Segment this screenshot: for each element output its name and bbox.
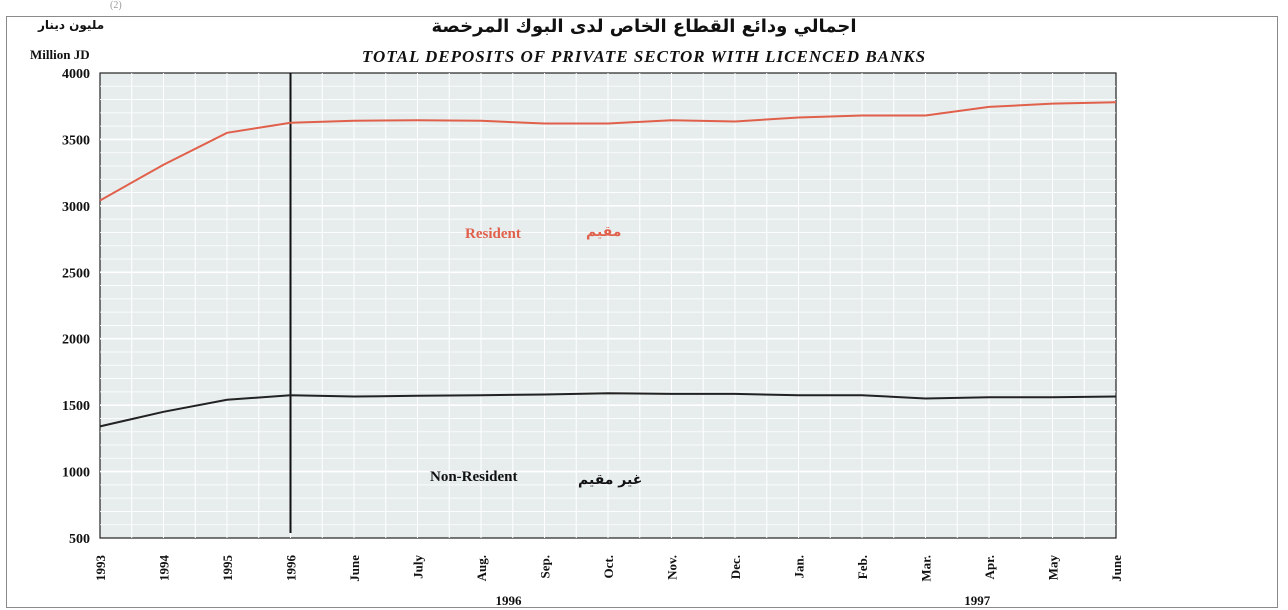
y-axis-unit: Million JD: [30, 47, 90, 62]
y-tick-label: 1000: [62, 466, 90, 481]
series-line-non-resident: [99, 392, 1117, 428]
series-line-resident: [99, 101, 1117, 202]
x-tick-label: 1995: [220, 555, 235, 582]
series-label-non-resident-arabic: غير مقيم: [578, 472, 642, 488]
series-label-non-resident: Non-Resident: [430, 469, 518, 485]
y-tick-label: 2500: [62, 266, 90, 281]
y-tick-label: 4000: [62, 67, 90, 82]
x-tick-label: 1993: [93, 555, 108, 582]
x-tick-label: July: [411, 555, 426, 579]
y-tick-label: 3000: [62, 200, 90, 215]
x-tick-label: June: [347, 555, 362, 582]
x-tick-label: Jan.: [792, 555, 807, 578]
year-group-label: 1997: [964, 593, 991, 608]
y-axis-unit-arabic: مليون دينار: [38, 18, 105, 32]
chart-title: TOTAL DEPOSITS OF PRIVATE SECTOR WITH LI…: [361, 47, 927, 66]
x-tick-label: Feb.: [855, 555, 870, 579]
x-tick-label: Apr.: [982, 555, 997, 579]
series-label-resident: Resident: [465, 226, 521, 242]
y-tick-label: 2000: [62, 333, 90, 348]
x-tick-label: Aug.: [474, 555, 489, 581]
x-tick-label: 1996: [284, 555, 299, 582]
x-tick-label: Oct.: [601, 555, 616, 578]
series-label-resident-arabic: مقيم: [586, 224, 621, 240]
x-tick-label: June: [1109, 555, 1124, 582]
x-tick-label: May: [1046, 555, 1061, 581]
top-note: (2): [110, 0, 122, 11]
y-tick-label: 1500: [62, 399, 90, 414]
y-tick-label: 3500: [62, 133, 90, 148]
x-tick-label: Mar.: [919, 555, 934, 582]
x-tick-label: Nov.: [665, 555, 680, 580]
x-tick-label: Sep.: [538, 555, 553, 578]
x-tick-label: Dec.: [728, 555, 743, 579]
chart-frame: [6, 16, 1278, 608]
y-tick-label: 500: [69, 532, 90, 547]
x-tick-label: 1994: [157, 555, 172, 582]
year-group-label: 1996: [496, 593, 523, 608]
chart-title-arabic: اجمالي ودائع القطاع الخاص لدى البوك المر…: [431, 16, 857, 37]
